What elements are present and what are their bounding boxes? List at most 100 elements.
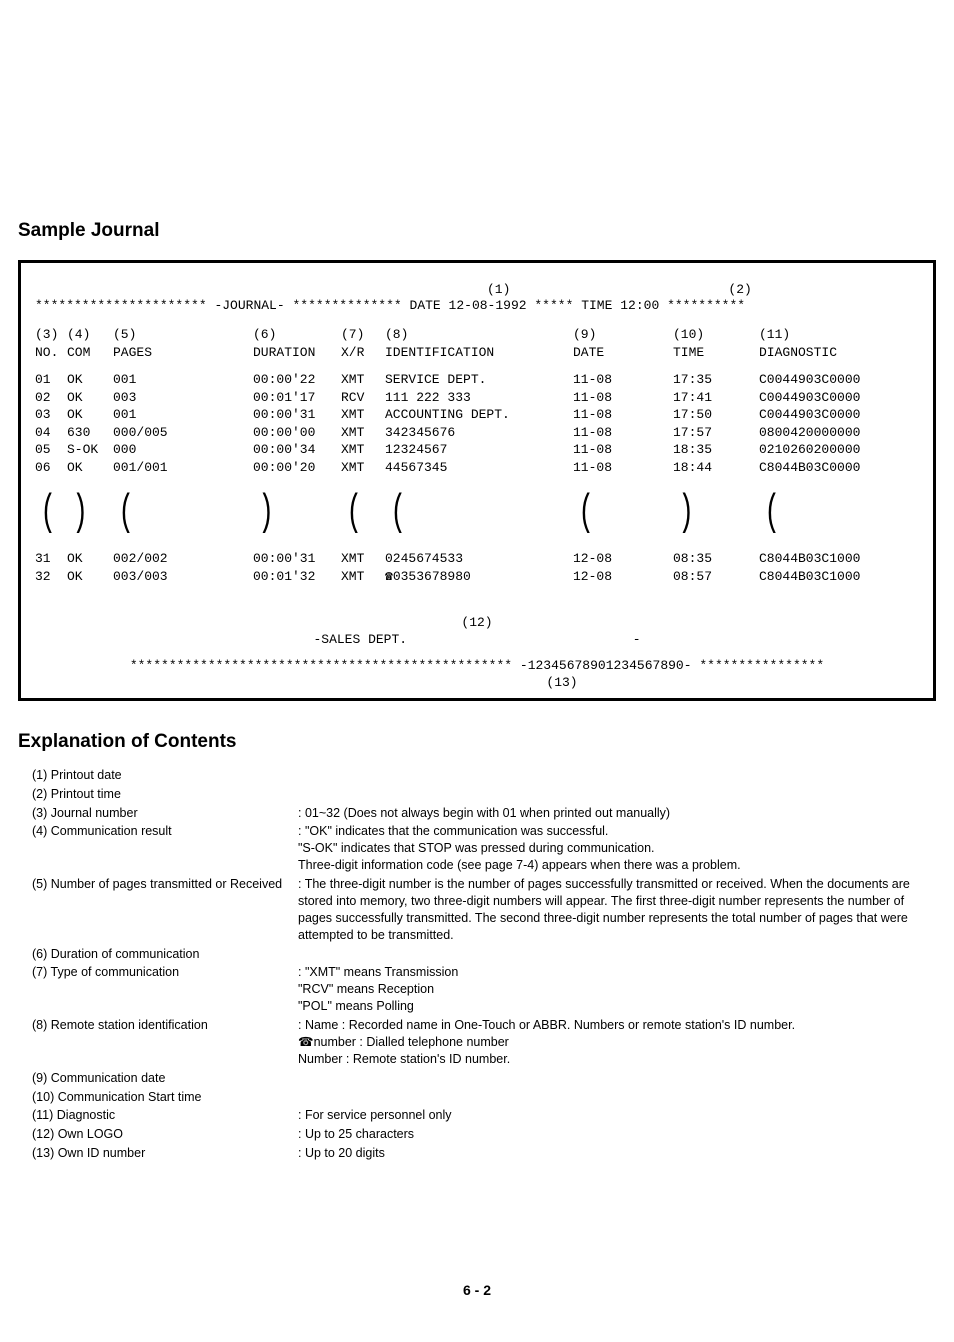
col-time: TIME	[673, 344, 759, 362]
cell-date: 11-08	[573, 424, 673, 442]
col-ref-diag: (11)	[759, 326, 919, 344]
section-heading-explanation: Explanation of Contents	[18, 731, 936, 753]
cell-time: 17:57	[673, 424, 759, 442]
cell-diagnostic: 0210260200000	[759, 441, 919, 459]
cell-no: 06	[35, 459, 67, 477]
explanation-line: : For service personnel only	[298, 1107, 916, 1124]
cell-com: OK	[67, 406, 113, 424]
continuation-marks	[35, 476, 919, 550]
col-pages: PAGES	[113, 344, 253, 362]
cell-diagnostic: C8044B03C0000	[759, 459, 919, 477]
explanation-description: : For service personnel only	[298, 1107, 916, 1124]
cell-duration: 00:01'32	[253, 568, 341, 586]
explanation-description: : Up to 20 digits	[298, 1145, 916, 1162]
cell-identification: 12324567	[385, 441, 573, 459]
cell-time: 18:35	[673, 441, 759, 459]
cell-xr: XMT	[341, 568, 385, 586]
continuation-icon	[72, 491, 88, 535]
cell-identification: 342345676	[385, 424, 573, 442]
journal-rows-group-1: 01OK00100:00'22XMTSERVICE DEPT.11-0817:3…	[35, 371, 919, 476]
journal-row: 03OK00100:00'31XMTACCOUNTING DEPT.11-081…	[35, 406, 919, 424]
col-ref-duration: (6)	[253, 326, 341, 344]
explanation-label: (12) Own LOGO	[32, 1126, 292, 1143]
column-refs: (3) (4) (5) (6) (7) (8) (9) (10) (11)	[35, 326, 919, 344]
explanation-list: (1) Printout date (2) Printout time (3) …	[32, 767, 916, 1162]
explanation-description: : "XMT" means Transmission "RCV" means R…	[298, 964, 916, 1015]
journal-row: 05S-OK00000:00'34XMT1232456711-0818:3502…	[35, 441, 919, 459]
continuation-icon	[678, 491, 694, 535]
cell-date: 12-08	[573, 568, 673, 586]
time-label: TIME	[581, 298, 612, 313]
cell-xr: XMT	[341, 406, 385, 424]
cell-duration: 00:01'17	[253, 389, 341, 407]
col-duration: DURATION	[253, 344, 341, 362]
cell-no: 01	[35, 371, 67, 389]
cell-duration: 00:00'22	[253, 371, 341, 389]
cell-pages: 001/001	[113, 459, 253, 477]
cell-duration: 00:00'34	[253, 441, 341, 459]
continuation-icon	[258, 491, 274, 535]
cell-time: 17:35	[673, 371, 759, 389]
col-diag: DIAGNOSTIC	[759, 344, 919, 362]
cell-com: S-OK	[67, 441, 113, 459]
explanation-description: : Up to 25 characters	[298, 1126, 916, 1143]
cell-pages: 000	[113, 441, 253, 459]
cell-pages: 001	[113, 371, 253, 389]
explanation-label: (9) Communication date	[32, 1070, 292, 1087]
journal-row: 31OK002/00200:00'31XMT024567453312-0808:…	[35, 550, 919, 568]
cell-no: 31	[35, 550, 67, 568]
explanation-line: : Name : Recorded name in One-Touch or A…	[298, 1017, 916, 1034]
explanation-line: : 01~32 (Does not always begin with 01 w…	[298, 805, 916, 822]
date-label: DATE	[410, 298, 441, 313]
continuation-icon	[764, 491, 780, 535]
cell-no: 03	[35, 406, 67, 424]
stars-small: *****	[534, 298, 573, 313]
col-ref-com: (4)	[67, 326, 113, 344]
col-xr: X/R	[341, 344, 385, 362]
cell-pages: 003	[113, 389, 253, 407]
explanation-description	[298, 786, 916, 803]
cell-time: 17:41	[673, 389, 759, 407]
explanation-description	[298, 1089, 916, 1106]
cell-no: 32	[35, 568, 67, 586]
explanation-line: : "XMT" means Transmission	[298, 964, 916, 981]
explanation-line: : "OK" indicates that the communication …	[298, 823, 916, 840]
explanation-line: "POL" means Polling	[298, 998, 916, 1015]
explanation-line: Three-digit information code (see page 7…	[298, 857, 916, 874]
journal-row: 04630000/00500:00'00XMT34234567611-0817:…	[35, 424, 919, 442]
footer-ref-12: (12)	[35, 614, 919, 632]
stars-mid: **************	[292, 298, 401, 313]
cell-xr: XMT	[341, 371, 385, 389]
cell-date: 11-08	[573, 389, 673, 407]
explanation-label: (11) Diagnostic	[32, 1107, 292, 1124]
cell-identification: 111 222 333	[385, 389, 573, 407]
cell-pages: 001	[113, 406, 253, 424]
continuation-icon	[390, 491, 406, 535]
time-value: 12:00	[620, 298, 659, 313]
stars-left: **********************	[35, 298, 207, 313]
cell-xr: XMT	[341, 424, 385, 442]
ref-1: (1)	[487, 281, 510, 299]
continuation-icon	[578, 491, 594, 535]
explanation-line: Number : Remote station's ID number.	[298, 1051, 916, 1068]
stars-right: **********	[667, 298, 745, 313]
cell-com: OK	[67, 389, 113, 407]
col-no: NO.	[35, 344, 67, 362]
footer-id-line: ****************************************…	[35, 657, 919, 675]
cell-identification: 0245674533	[385, 550, 573, 568]
col-ref-pages: (5)	[113, 326, 253, 344]
ref-2: (2)	[728, 281, 751, 299]
cell-time: 08:35	[673, 550, 759, 568]
journal-title-line: ********************** -JOURNAL- *******…	[35, 297, 919, 315]
cell-pages: 003/003	[113, 568, 253, 586]
footer-logo: -SALES DEPT.	[313, 632, 407, 647]
page-number: 6 - 2	[18, 1282, 936, 1298]
explanation-label: (10) Communication Start time	[32, 1089, 292, 1106]
footer-stars-left: ****************************************…	[130, 658, 512, 673]
footer-stars-right: ****************	[699, 658, 824, 673]
explanation-description	[298, 767, 916, 784]
cell-xr: XMT	[341, 550, 385, 568]
section-heading-sample: Sample Journal	[18, 220, 936, 242]
cell-no: 04	[35, 424, 67, 442]
cell-time: 17:50	[673, 406, 759, 424]
